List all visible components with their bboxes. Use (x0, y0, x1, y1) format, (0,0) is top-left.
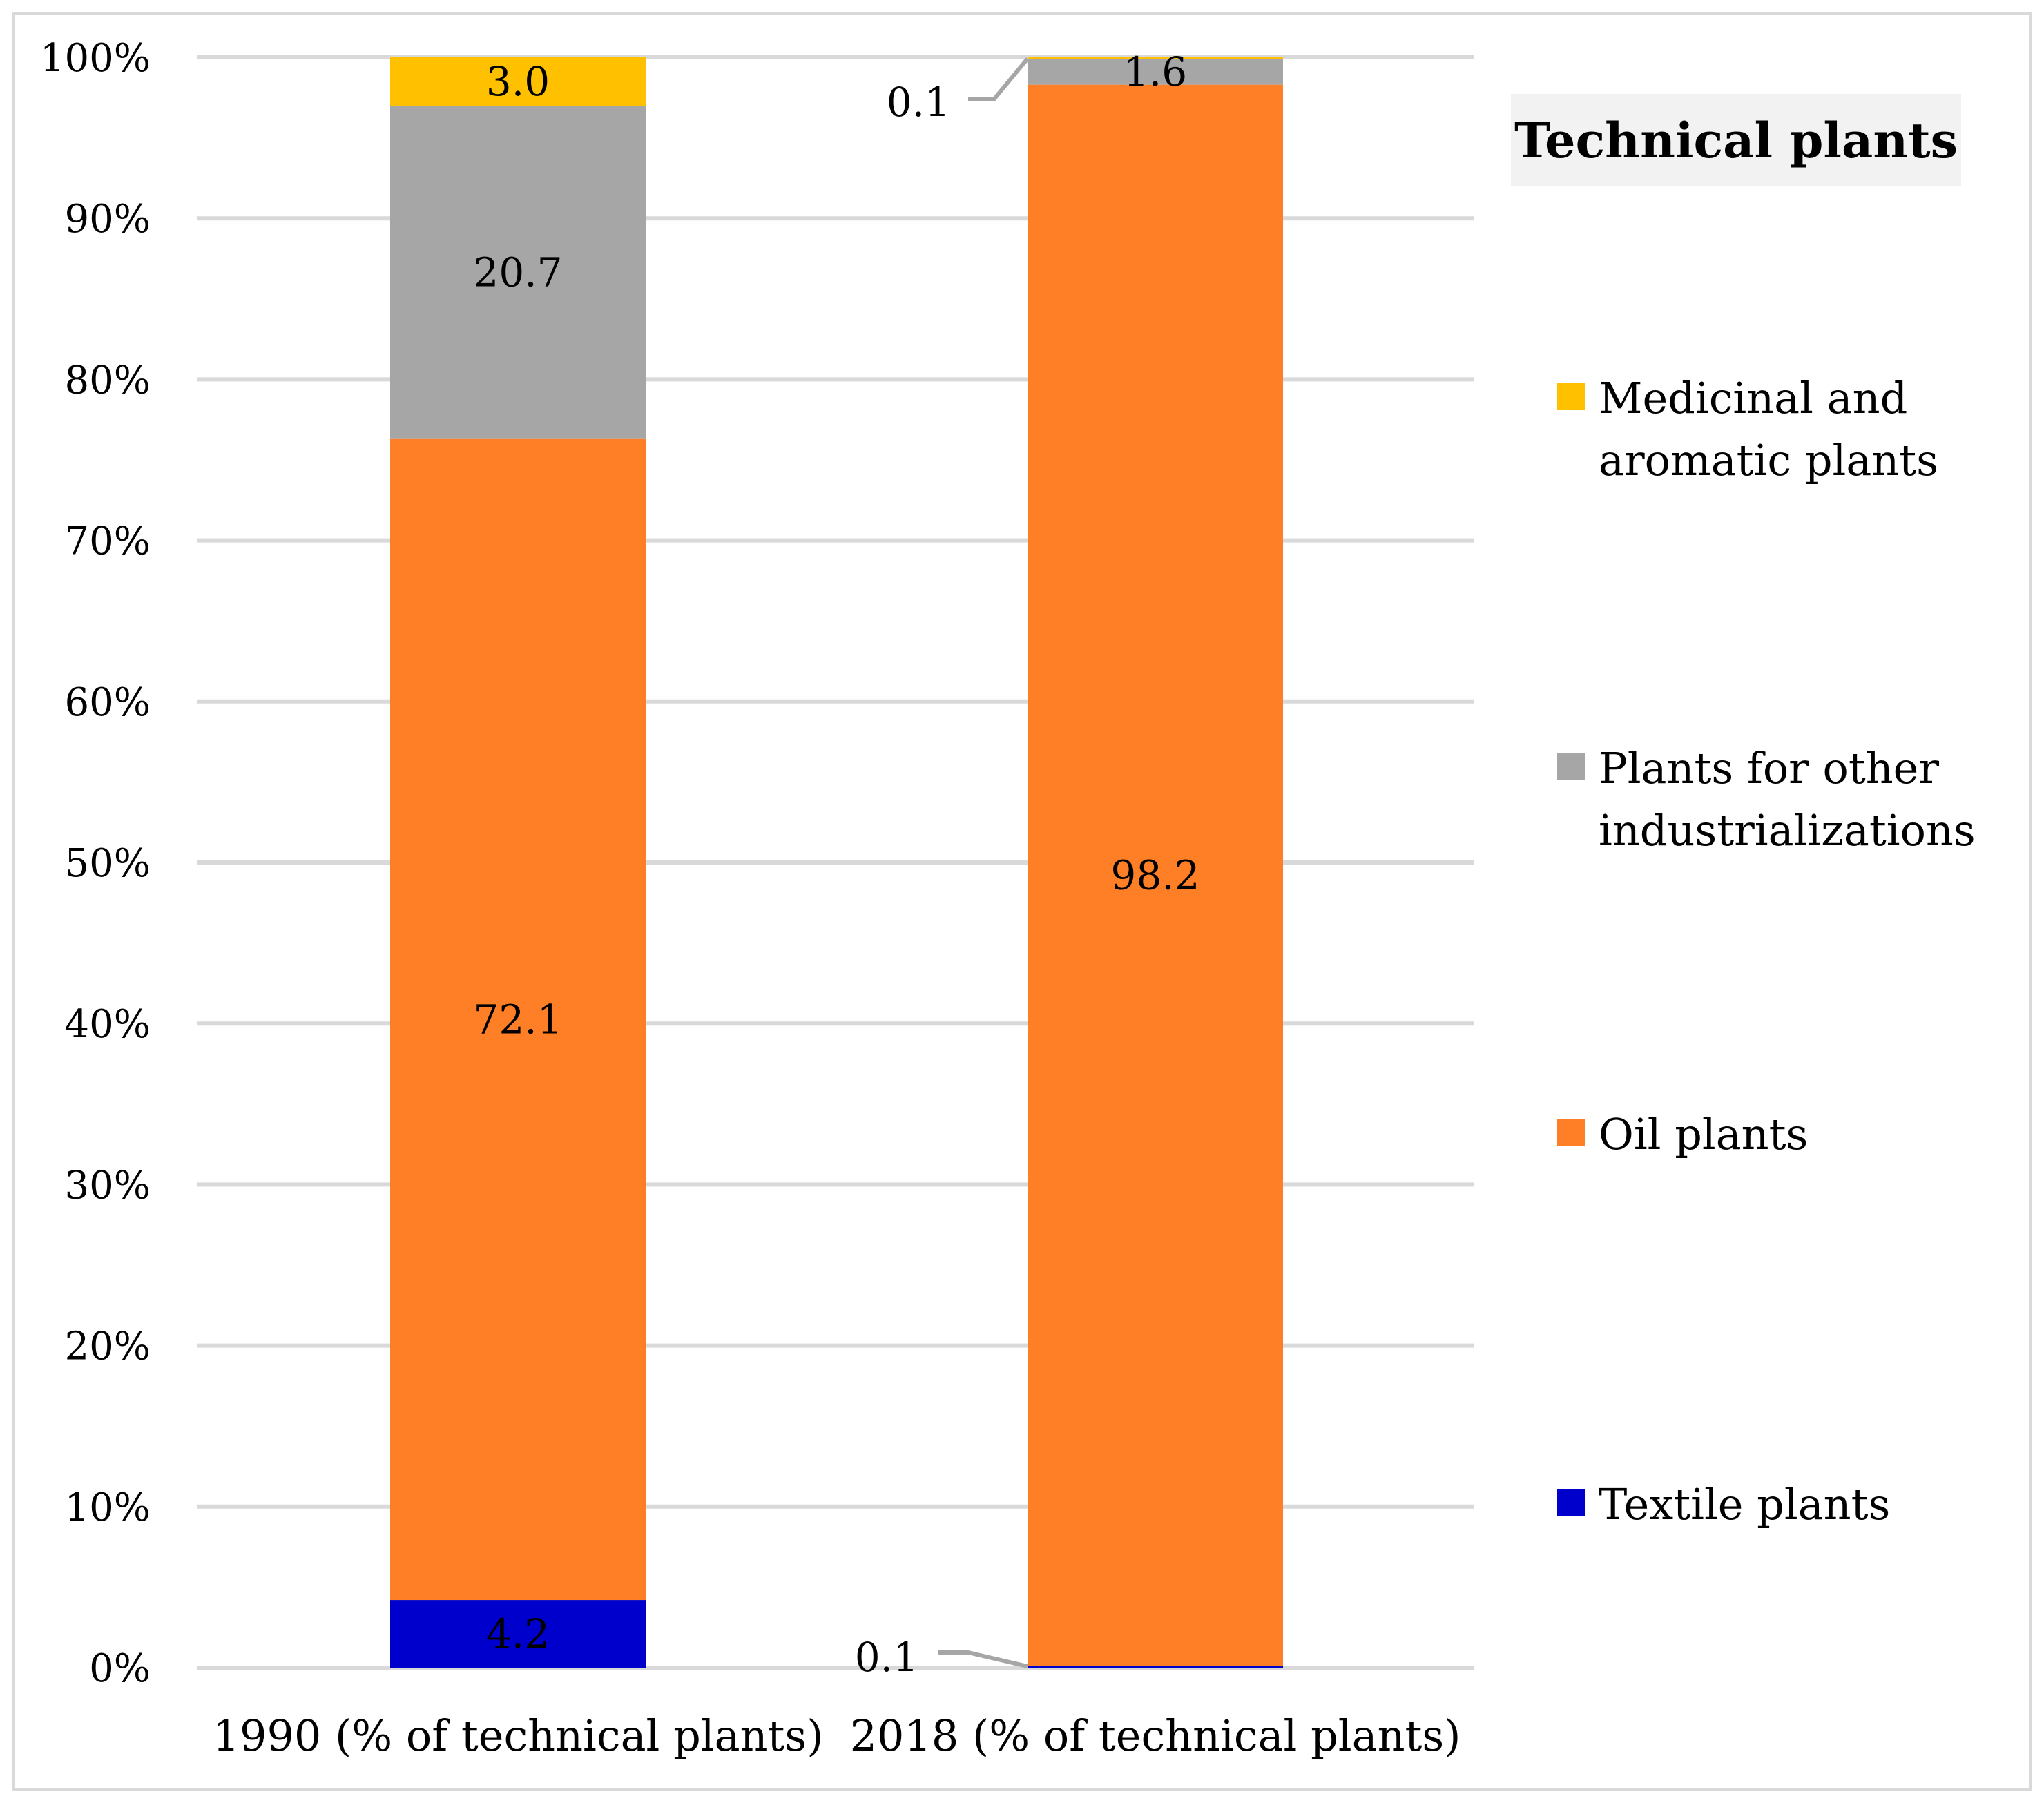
bar-segment-textile-plants (1028, 1666, 1283, 1668)
data-label: 20.7 (473, 249, 562, 296)
legend-label: Textile plants (1599, 1479, 1890, 1530)
data-label: 3.0 (486, 58, 550, 105)
x-category-label: 1990 (% of technical plants) (213, 1710, 824, 1761)
y-tick-label: 100% (40, 36, 151, 81)
data-labels: 4.2 72.1 20.7 3.0 0.1 98.2 1.6 0.1 (473, 48, 1199, 1681)
legend-title: Technical plants (1514, 112, 1958, 169)
bar-segment-oil-plants (1028, 84, 1283, 1666)
data-label: 1.6 (1124, 48, 1187, 95)
y-tick-label: 30% (65, 1163, 151, 1208)
bar-segment-textile-plants (390, 1600, 646, 1668)
y-tick-label: 10% (65, 1485, 151, 1530)
bar-segment-plants-for-other-industrializations (1028, 59, 1283, 85)
legend-title-background (1511, 94, 1961, 186)
y-tick-label: 70% (65, 519, 151, 564)
legend-swatch (1557, 1489, 1585, 1516)
bars (390, 57, 1283, 1668)
x-axis-category-labels: 1990 (% of technical plants) 2018 (% of t… (213, 1710, 1461, 1761)
data-label: 98.2 (1110, 852, 1199, 899)
leader-line (968, 57, 1030, 101)
data-label: 72.1 (473, 996, 562, 1043)
y-tick-label: 40% (65, 1002, 151, 1047)
legend-label: Oil plants (1599, 1109, 1808, 1159)
bar-segment-medicinal-and-aromatic-plants (390, 57, 646, 106)
y-axis-tick-labels: 0% 10% 20% 30% 40% 50% 60% 70% 80% 90% 100% (40, 36, 151, 1691)
y-tick-label: 50% (65, 841, 151, 886)
legend: Technical plants Medicinal and aromatic p… (1511, 94, 1976, 1530)
y-tick-label: 90% (65, 197, 151, 242)
legend-label: Medicinal and (1599, 373, 1907, 423)
leader-line (938, 1650, 1028, 1668)
data-label: 0.1 (887, 79, 950, 126)
x-category-label: 2018 (% of technical plants) (850, 1710, 1461, 1761)
y-tick-label: 20% (65, 1324, 151, 1369)
legend-swatch (1557, 753, 1585, 780)
legend-label: Plants for other (1599, 743, 1939, 793)
legend-swatch (1557, 1119, 1585, 1146)
legend-swatch (1557, 383, 1585, 410)
legend-label: aromatic plants (1599, 435, 1938, 485)
bar-segment-medicinal-and-aromatic-plants (1028, 57, 1283, 59)
data-label: 0.1 (855, 1634, 918, 1681)
data-label: 4.2 (486, 1610, 550, 1657)
bar-segment-oil-plants (390, 438, 646, 1601)
legend-label: industrializations (1599, 805, 1976, 856)
y-tick-label: 80% (65, 358, 151, 403)
y-tick-label: 0% (89, 1646, 151, 1691)
chart-frame (12, 12, 2032, 1791)
bar-segment-plants-for-other-industrializations (390, 105, 646, 439)
y-tick-label: 60% (65, 680, 151, 725)
